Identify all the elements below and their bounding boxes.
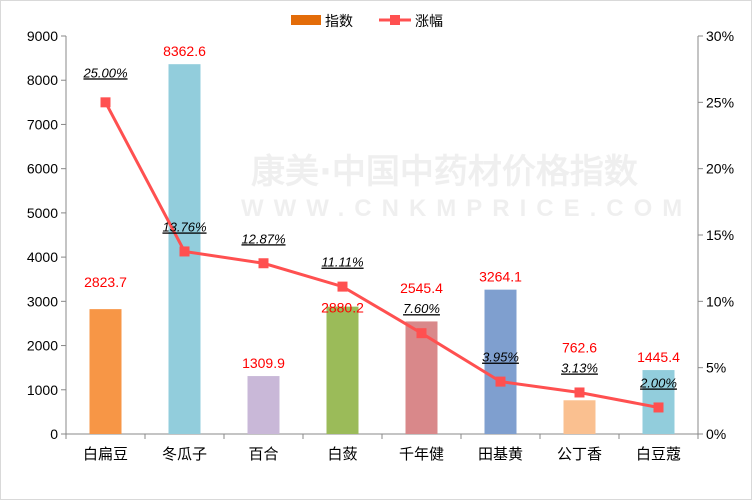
legend-swatch-growth-marker <box>390 15 400 25</box>
bar-白豆蔻 <box>642 370 675 434</box>
bar-value-label: 8362.6 <box>163 43 206 59</box>
category-label: 冬瓜子 <box>162 445 207 463</box>
category-label: 公丁香 <box>557 445 602 463</box>
bar-value-label: 2545.4 <box>400 280 443 296</box>
left-tick-label: 1000 <box>27 382 58 398</box>
left-tick-label: 9000 <box>27 28 58 44</box>
bar-百合 <box>247 376 280 434</box>
bar-白扁豆 <box>89 309 122 434</box>
watermark-title: 康美·中国中药材价格指数 <box>251 152 638 192</box>
right-tick-label: 30% <box>706 28 734 44</box>
left-tick-label: 0 <box>50 426 58 442</box>
growth-value-label: 13.76% <box>162 219 206 234</box>
legend-swatch-index <box>291 15 321 25</box>
left-tick-label: 2000 <box>27 338 58 354</box>
growth-value-label: 3.13% <box>561 360 598 375</box>
growth-value-label: 2.00% <box>639 375 677 390</box>
left-tick-label: 3000 <box>27 293 58 309</box>
growth-point-白扁豆 <box>100 97 111 108</box>
growth-value-label: 25.00% <box>82 65 127 80</box>
bar-value-label: 3264.1 <box>479 269 522 285</box>
bar-value-label: 1445.4 <box>637 349 680 365</box>
left-tick-label: 5000 <box>27 205 58 221</box>
legend-label-growth: 涨幅 <box>415 14 443 30</box>
left-tick-label: 7000 <box>27 116 58 132</box>
growth-value-label: 7.60% <box>403 301 440 316</box>
right-tick-label: 15% <box>706 227 734 243</box>
growth-point-白蔹 <box>337 281 348 292</box>
category-label: 白蔹 <box>327 445 357 463</box>
growth-value-label: 12.87% <box>241 231 285 246</box>
growth-point-田基黄 <box>495 376 506 387</box>
right-tick-label: 20% <box>706 161 734 177</box>
category-label: 田基黄 <box>478 445 523 463</box>
growth-point-白豆蔻 <box>653 402 664 413</box>
bar-value-label: 1309.9 <box>242 355 285 371</box>
bar-value-label: 762.6 <box>562 339 597 355</box>
watermark-url: WWW.CNKMPRICE.COM <box>241 195 692 222</box>
growth-value-label: 3.95% <box>482 350 519 365</box>
growth-line <box>104 101 659 409</box>
bar-公丁香 <box>563 400 596 434</box>
left-tick-label: 6000 <box>27 161 58 177</box>
bar-value-label: 2880.2 <box>321 300 364 316</box>
growth-point-冬瓜子 <box>179 246 190 257</box>
right-tick-label: 25% <box>706 94 734 110</box>
bar-白蔹 <box>326 306 359 434</box>
right-tick-label: 0% <box>706 426 726 442</box>
category-label: 白豆蔻 <box>636 445 681 463</box>
category-label: 百合 <box>248 445 278 463</box>
left-tick-label: 4000 <box>27 249 58 265</box>
growth-point-百合 <box>258 258 269 269</box>
right-tick-label: 10% <box>706 293 734 309</box>
bar-田基黄 <box>484 289 517 434</box>
legend-label-index: 指数 <box>325 14 353 30</box>
growth-value-label: 11.11% <box>321 255 363 270</box>
bar-value-label: 2823.7 <box>84 274 127 290</box>
category-label: 白扁豆 <box>83 445 128 463</box>
growth-point-千年健 <box>416 328 427 339</box>
growth-point-公丁香 <box>574 387 585 398</box>
category-label: 千年健 <box>399 445 444 463</box>
right-tick-label: 5% <box>706 360 726 376</box>
left-tick-label: 8000 <box>27 72 58 88</box>
